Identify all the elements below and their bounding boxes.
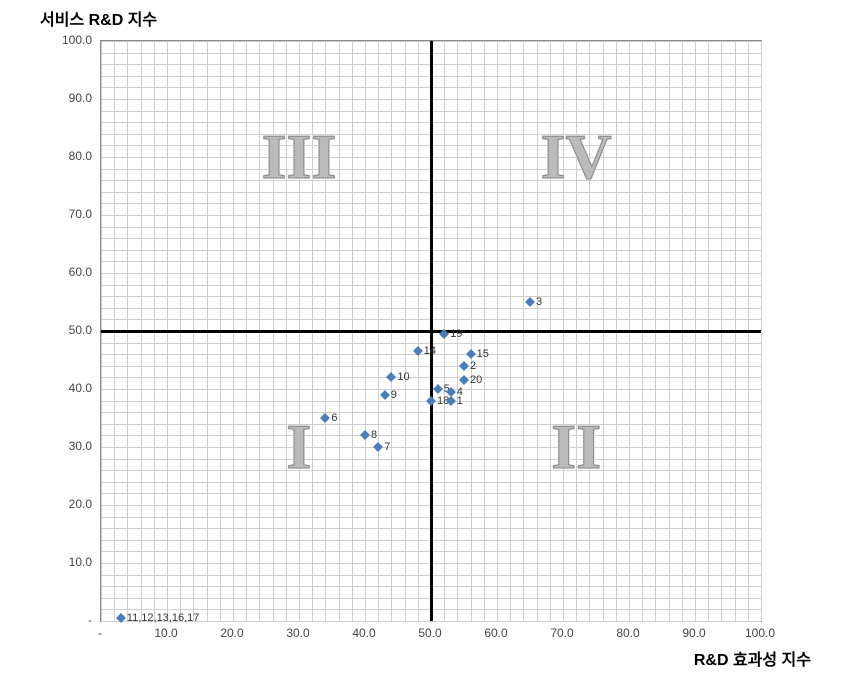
data-point-label: 8	[371, 429, 377, 441]
data-point	[426, 396, 436, 406]
grid-line-vertical	[761, 41, 762, 621]
y-tick-label: 90.0	[52, 91, 92, 105]
quadrant-label: II	[551, 410, 601, 484]
x-axis-title: R&D 효과성 지수	[694, 646, 811, 670]
x-tick-label: 80.0	[608, 626, 648, 640]
quadrant-label: I	[287, 410, 312, 484]
data-point	[320, 413, 330, 423]
data-point	[373, 442, 383, 452]
quadrant-divider-horizontal	[101, 330, 761, 333]
data-point	[459, 361, 469, 371]
x-tick-label: 10.0	[146, 626, 186, 640]
data-point-label: 9	[391, 389, 397, 401]
data-point-label: 20	[470, 374, 482, 386]
data-point-label: 19	[450, 328, 462, 340]
x-tick-label: 40.0	[344, 626, 384, 640]
y-tick-label: -	[52, 613, 92, 627]
data-point	[525, 297, 535, 307]
y-tick-label: 10.0	[52, 555, 92, 569]
y-tick-label: 70.0	[52, 207, 92, 221]
data-point-label: 14	[424, 345, 436, 357]
data-point-label: 2	[470, 360, 476, 372]
x-tick-label: 70.0	[542, 626, 582, 640]
data-point	[380, 390, 390, 400]
data-point-label: 7	[384, 441, 390, 453]
y-axis-title: 서비스 R&D 지수	[40, 6, 157, 30]
y-tick-label: 20.0	[52, 497, 92, 511]
data-point-label: 15	[477, 348, 489, 360]
y-tick-label: 80.0	[52, 149, 92, 163]
y-tick-label: 30.0	[52, 439, 92, 453]
x-tick-label: 90.0	[674, 626, 714, 640]
plot-area: IIIIVIII31914152102054918168711,12,13,16…	[100, 40, 762, 622]
data-point	[466, 349, 476, 359]
data-point-label: 6	[331, 412, 337, 424]
chart-container: 서비스 R&D 지수 R&D 효과성 지수 IIIIVIII3191415210…	[0, 0, 851, 688]
data-point-label: 11,12,13,16,17	[127, 612, 200, 624]
data-point	[360, 430, 370, 440]
quadrant-label: III	[262, 120, 337, 194]
grid-line-horizontal	[101, 621, 761, 622]
x-tick-label: 60.0	[476, 626, 516, 640]
y-tick-label: 50.0	[52, 323, 92, 337]
x-tick-label: 50.0	[410, 626, 450, 640]
data-point	[433, 384, 443, 394]
x-tick-label: 20.0	[212, 626, 252, 640]
data-point	[386, 372, 396, 382]
y-tick-label: 100.0	[52, 33, 92, 47]
x-tick-label: 100.0	[740, 626, 780, 640]
y-tick-label: 60.0	[52, 265, 92, 279]
x-tick-label: 30.0	[278, 626, 318, 640]
data-point-label: 1	[457, 395, 463, 407]
y-tick-label: 40.0	[52, 381, 92, 395]
data-point-label: 10	[397, 371, 409, 383]
quadrant-label: IV	[541, 120, 612, 194]
data-point-label: 3	[536, 296, 542, 308]
x-tick-label: -	[80, 626, 120, 640]
